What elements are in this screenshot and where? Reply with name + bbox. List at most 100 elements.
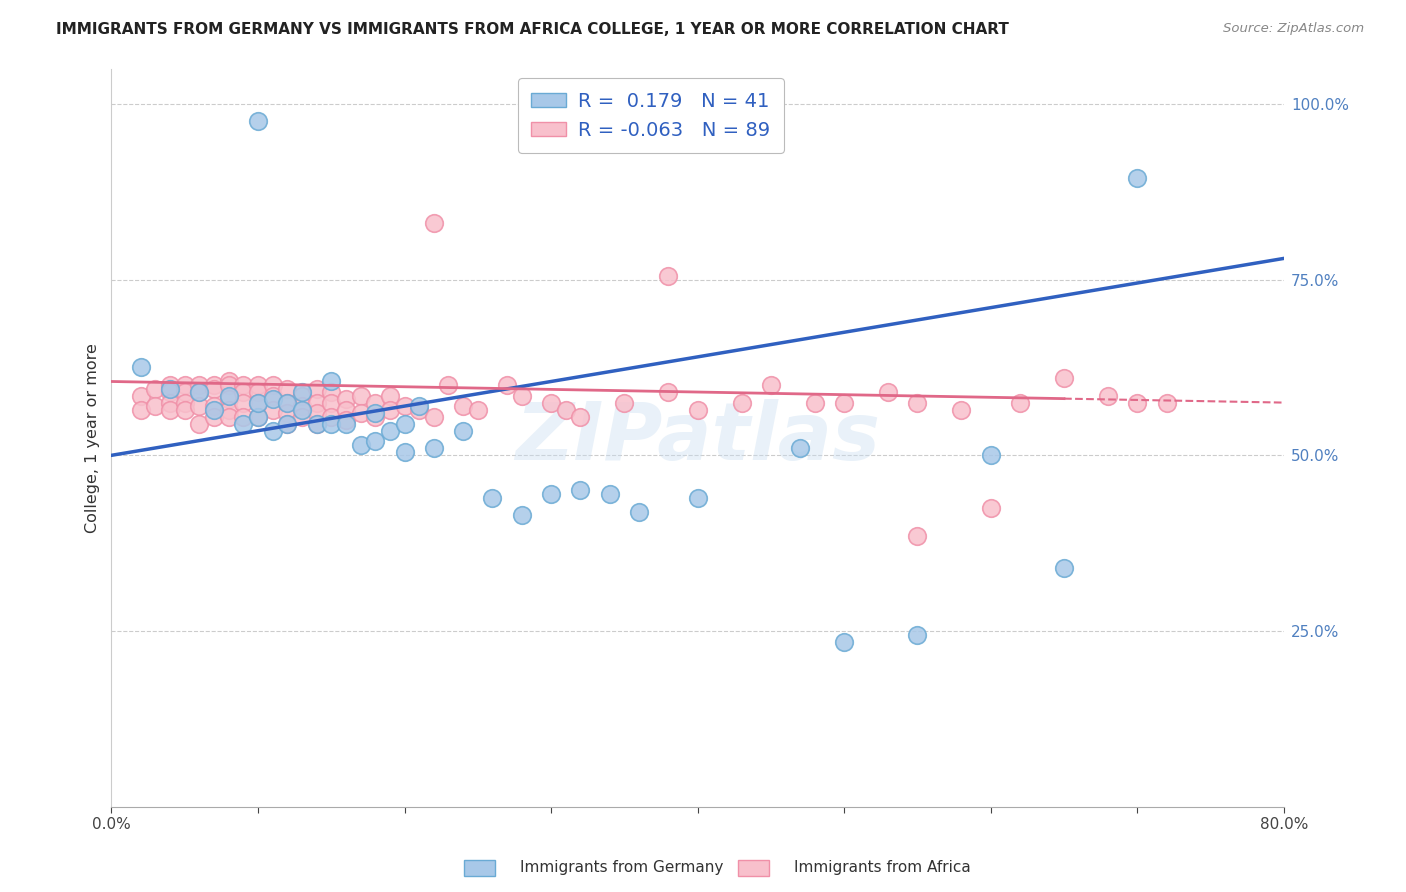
Point bbox=[349, 388, 371, 402]
Point bbox=[232, 385, 254, 400]
Point bbox=[262, 424, 284, 438]
Point bbox=[950, 402, 973, 417]
Point bbox=[627, 505, 650, 519]
Point bbox=[1097, 388, 1119, 402]
Point bbox=[613, 395, 636, 409]
Point bbox=[730, 395, 752, 409]
Point bbox=[232, 417, 254, 431]
Point bbox=[173, 385, 195, 400]
Point bbox=[218, 378, 240, 392]
Point bbox=[686, 402, 709, 417]
Point bbox=[467, 402, 489, 417]
Text: IMMIGRANTS FROM GERMANY VS IMMIGRANTS FROM AFRICA COLLEGE, 1 YEAR OR MORE CORREL: IMMIGRANTS FROM GERMANY VS IMMIGRANTS FR… bbox=[56, 22, 1010, 37]
Point bbox=[394, 445, 416, 459]
Point bbox=[232, 395, 254, 409]
Point bbox=[305, 395, 328, 409]
Y-axis label: College, 1 year or more: College, 1 year or more bbox=[86, 343, 100, 533]
Point bbox=[159, 395, 181, 409]
Point bbox=[218, 375, 240, 389]
Point bbox=[188, 378, 211, 392]
Point bbox=[335, 413, 357, 427]
Point bbox=[159, 382, 181, 396]
Point bbox=[657, 385, 679, 400]
Point bbox=[232, 378, 254, 392]
Point bbox=[129, 388, 152, 402]
Point bbox=[188, 385, 211, 400]
Point bbox=[262, 378, 284, 392]
Point bbox=[510, 388, 533, 402]
Point bbox=[262, 388, 284, 402]
Point bbox=[423, 216, 446, 230]
Point bbox=[1053, 561, 1076, 575]
Point bbox=[232, 409, 254, 424]
Point bbox=[246, 385, 269, 400]
Point bbox=[276, 417, 298, 431]
Point bbox=[335, 402, 357, 417]
Point bbox=[832, 634, 855, 648]
Point bbox=[907, 628, 929, 642]
Point bbox=[262, 402, 284, 417]
Point bbox=[423, 409, 446, 424]
Point bbox=[907, 529, 929, 543]
Point bbox=[173, 402, 195, 417]
Point bbox=[349, 406, 371, 420]
Point bbox=[276, 417, 298, 431]
Point bbox=[218, 402, 240, 417]
Point bbox=[335, 392, 357, 406]
Text: Immigrants from Africa: Immigrants from Africa bbox=[794, 860, 972, 874]
Point bbox=[202, 409, 225, 424]
Point bbox=[246, 409, 269, 424]
Point bbox=[202, 399, 225, 413]
Point bbox=[980, 448, 1002, 462]
Point bbox=[202, 402, 225, 417]
Point bbox=[305, 382, 328, 396]
Point bbox=[246, 395, 269, 409]
Point bbox=[599, 487, 621, 501]
Point bbox=[804, 395, 827, 409]
Point bbox=[364, 395, 387, 409]
Point bbox=[188, 385, 211, 400]
Point bbox=[218, 409, 240, 424]
Point bbox=[145, 399, 167, 413]
Point bbox=[188, 417, 211, 431]
Point bbox=[378, 388, 401, 402]
Point bbox=[159, 378, 181, 392]
Point bbox=[291, 409, 314, 424]
Point bbox=[173, 395, 195, 409]
Text: ZIPatlas: ZIPatlas bbox=[515, 399, 880, 476]
Point bbox=[246, 378, 269, 392]
Point bbox=[173, 378, 195, 392]
Point bbox=[408, 399, 430, 413]
Point bbox=[321, 385, 343, 400]
Point bbox=[759, 378, 782, 392]
Point bbox=[980, 501, 1002, 516]
Point bbox=[262, 392, 284, 406]
Point bbox=[202, 378, 225, 392]
Point bbox=[321, 395, 343, 409]
Point bbox=[569, 483, 592, 498]
Point bbox=[569, 409, 592, 424]
Point bbox=[246, 395, 269, 409]
Point bbox=[408, 402, 430, 417]
Point bbox=[291, 385, 314, 400]
Point bbox=[291, 399, 314, 413]
Point bbox=[832, 395, 855, 409]
Point bbox=[1156, 395, 1178, 409]
Point bbox=[145, 382, 167, 396]
Point bbox=[1053, 371, 1076, 385]
Point bbox=[276, 395, 298, 409]
Point bbox=[291, 388, 314, 402]
Point bbox=[394, 417, 416, 431]
Point bbox=[246, 114, 269, 128]
Point bbox=[877, 385, 900, 400]
Point bbox=[437, 378, 460, 392]
Point bbox=[394, 399, 416, 413]
Point bbox=[159, 385, 181, 400]
Point bbox=[378, 424, 401, 438]
Point bbox=[321, 409, 343, 424]
Point bbox=[1010, 395, 1032, 409]
Point bbox=[246, 409, 269, 424]
Point bbox=[129, 402, 152, 417]
Point bbox=[789, 442, 811, 456]
Point bbox=[451, 424, 474, 438]
